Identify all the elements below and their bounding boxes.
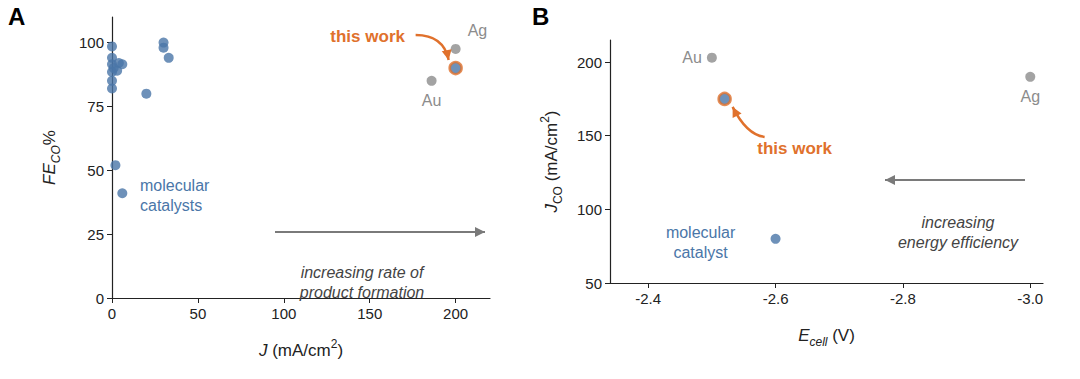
svg-text:molecular: molecular [666, 224, 736, 241]
svg-text:-2.4: -2.4 [635, 290, 661, 307]
svg-text:CO: CO [551, 186, 565, 204]
svg-text:this work: this work [757, 139, 832, 158]
svg-text:catalysts: catalysts [140, 197, 202, 214]
svg-text:B: B [532, 3, 549, 30]
svg-text:FE: FE [40, 163, 59, 185]
svg-text:J: J [542, 204, 561, 214]
svg-text:2: 2 [330, 337, 338, 351]
svg-text:-3.0: -3.0 [1017, 290, 1043, 307]
svg-text:50: 50 [585, 275, 602, 292]
svg-text:100: 100 [577, 201, 602, 218]
svg-text:product formation: product formation [299, 284, 425, 301]
svg-text:J: J [258, 341, 268, 360]
svg-text:): ) [542, 110, 561, 116]
svg-text:molecular: molecular [140, 177, 210, 194]
svg-text:(mA/cm: (mA/cm [267, 341, 330, 360]
svg-text:Ag: Ag [1020, 88, 1040, 105]
svg-text:increasing rate of: increasing rate of [301, 264, 425, 281]
svg-text:0: 0 [108, 305, 116, 322]
svg-text:150: 150 [357, 305, 382, 322]
svg-text:25: 25 [87, 226, 104, 243]
svg-text:A: A [8, 3, 25, 30]
svg-text:%: % [40, 130, 59, 145]
svg-text:-2.8: -2.8 [890, 290, 916, 307]
svg-text:Ag: Ag [468, 22, 488, 39]
svg-text:CO: CO [49, 145, 63, 163]
svg-text:this work: this work [330, 27, 405, 46]
svg-text:catalyst: catalyst [673, 244, 728, 261]
svg-text:200: 200 [577, 54, 602, 71]
svg-text:-2.6: -2.6 [763, 290, 789, 307]
svg-text:100: 100 [79, 34, 104, 51]
svg-text:): ) [337, 341, 343, 360]
svg-text:200: 200 [443, 305, 468, 322]
svg-text:(mA/cm: (mA/cm [542, 123, 561, 186]
svg-text:energy efficiency: energy efficiency [898, 234, 1019, 251]
svg-text:cell: cell [809, 335, 827, 349]
svg-text:2: 2 [538, 116, 552, 123]
svg-text:0: 0 [96, 290, 104, 307]
svg-text:100: 100 [271, 305, 296, 322]
svg-text:increasing: increasing [922, 214, 995, 231]
svg-text:(V): (V) [827, 326, 854, 345]
svg-text:50: 50 [87, 162, 104, 179]
svg-text:75: 75 [87, 98, 104, 115]
svg-text:150: 150 [577, 127, 602, 144]
svg-text:E: E [798, 326, 810, 345]
svg-text:50: 50 [190, 305, 207, 322]
svg-text:Au: Au [422, 92, 442, 109]
svg-text:Au: Au [682, 49, 702, 66]
